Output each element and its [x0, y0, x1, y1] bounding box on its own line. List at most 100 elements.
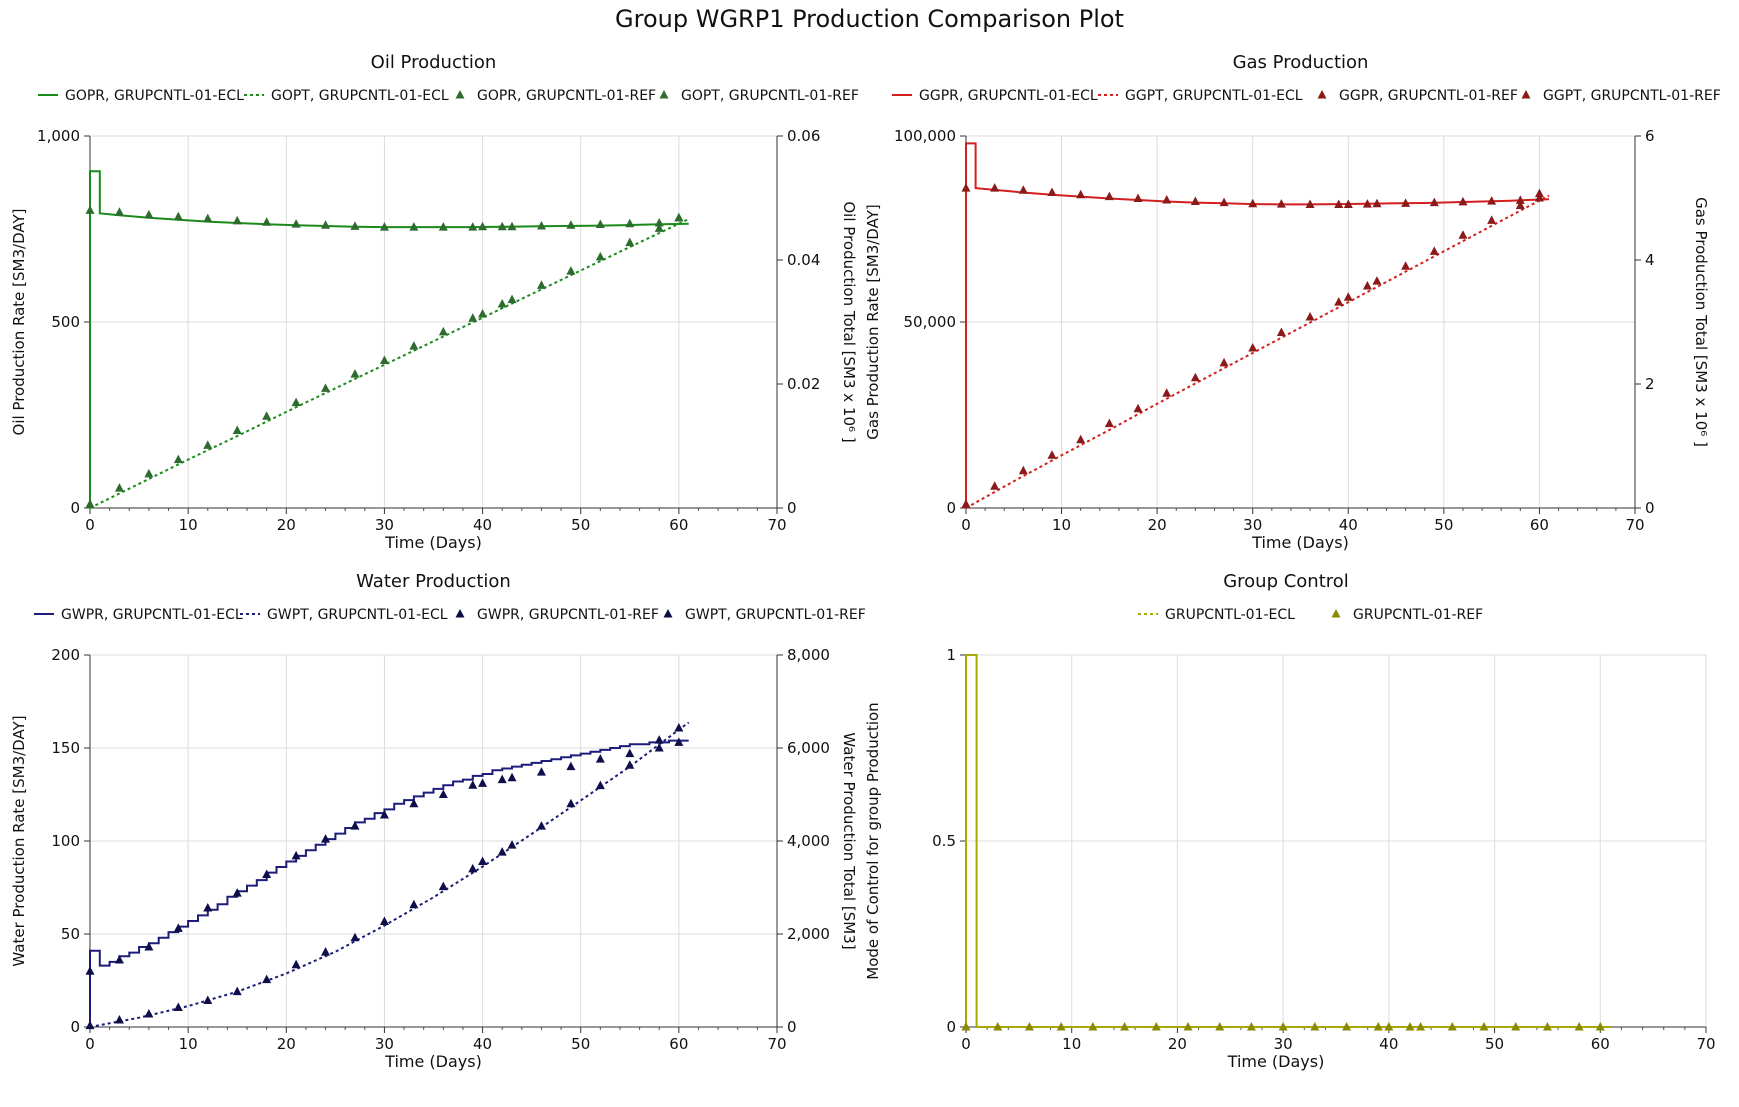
- series-rate-ref-point: [321, 220, 331, 229]
- series-rate-ref-point: [1334, 199, 1344, 208]
- legend-item[interactable]: GOPT, GRUPCNTL-01-REF: [659, 88, 859, 104]
- series-ref-point: [1120, 1022, 1130, 1031]
- x-tick-label: 50: [571, 516, 590, 534]
- y2-tick-label: 0: [1645, 499, 1655, 517]
- series-ref-point: [1278, 1022, 1288, 1031]
- x-tick-label: 60: [669, 516, 688, 534]
- x-axis-label: Time (Days): [1227, 1052, 1325, 1071]
- series-total-ref-point: [438, 326, 448, 336]
- y-tick-label: 0: [70, 1018, 80, 1036]
- x-tick-label: 50: [1485, 1035, 1504, 1053]
- series-ref-point: [1342, 1022, 1352, 1031]
- y2-tick-label: 2,000: [787, 925, 830, 943]
- legend-item[interactable]: GGPR, GRUPCNTL-01-ECL: [892, 88, 1098, 104]
- legend-label: GWPT, GRUPCNTL-01-ECL: [267, 607, 448, 623]
- legend-item[interactable]: GWPT, GRUPCNTL-01-REF: [663, 607, 866, 623]
- legend-item[interactable]: GWPR, GRUPCNTL-01-ECL: [34, 607, 243, 623]
- series-rate-ref-point: [1133, 193, 1143, 202]
- x-tick-label: 60: [1591, 1035, 1610, 1053]
- x-tick-label: 60: [669, 1035, 688, 1053]
- series-rate-ref-point: [409, 222, 419, 231]
- series-ref-point: [1479, 1022, 1489, 1031]
- legend-item[interactable]: GRUPCNTL-01-REF: [1331, 607, 1484, 623]
- series-rate-ref-point: [566, 220, 576, 229]
- series-rate-ref-point: [114, 955, 124, 964]
- series-rate-ref-point: [1305, 199, 1315, 208]
- x-tick-label: 30: [375, 516, 394, 534]
- y2-tick-label: 0: [787, 499, 797, 517]
- series-rate-ref-point: [625, 218, 635, 228]
- y-tick-label: 0: [946, 1018, 956, 1036]
- series-total-ref-point: [350, 369, 360, 378]
- y2-tick-label: 6,000: [787, 739, 830, 757]
- y2-tick-label: 2: [1645, 375, 1655, 393]
- series-total-ref-point: [203, 440, 213, 449]
- y-tick-label: 50: [61, 925, 80, 943]
- y-tick-label: 200: [51, 646, 80, 664]
- series-total-ref-point: [1429, 246, 1439, 255]
- series-total-ref-point: [1018, 465, 1028, 475]
- y-tick-label: 100: [51, 832, 80, 850]
- series-rate-ref-point: [478, 778, 488, 787]
- y-axis-label: Mode of Control for group Production: [864, 702, 882, 979]
- series-total-ref-point: [1248, 343, 1258, 352]
- legend: GGPR, GRUPCNTL-01-ECL GGPT, GRUPCNTL-01-E…: [892, 88, 1721, 104]
- x-tick-label: 0: [961, 1035, 971, 1053]
- x-axis-label: Time (Days): [384, 1052, 482, 1071]
- series-rate-ref-point: [595, 219, 605, 229]
- legend-item[interactable]: GOPT, GRUPCNTL-01-ECL: [244, 88, 449, 104]
- series-total-ref-point: [654, 223, 664, 232]
- series-total-ref-point: [1162, 388, 1172, 397]
- series-ref-point: [1511, 1022, 1521, 1031]
- x-tick-label: 10: [179, 1035, 198, 1053]
- legend-item[interactable]: GGPT, GRUPCNTL-01-REF: [1521, 88, 1721, 104]
- series-rate-ref-point: [1076, 189, 1086, 199]
- y2-axis-label: Gas Production Total [SM3 x 10⁶ ]: [1692, 197, 1710, 447]
- series-ref-point: [1416, 1022, 1426, 1031]
- series-rate-ref-point: [595, 754, 605, 763]
- x-tick-label: 20: [1168, 1035, 1187, 1053]
- y-tick-label: 50,000: [904, 313, 957, 331]
- legend-label: GOPT, GRUPCNTL-01-ECL: [271, 88, 449, 104]
- legend-item[interactable]: GWPR, GRUPCNTL-01-REF: [455, 607, 659, 623]
- series-rate-ref-point: [654, 218, 664, 227]
- series-rate-ref-point: [232, 888, 242, 897]
- x-tick-label: 20: [277, 1035, 296, 1053]
- y-tick-label: 500: [51, 313, 80, 331]
- series-total-ref-point: [1334, 297, 1344, 306]
- legend-item[interactable]: GGPT, GRUPCNTL-01-ECL: [1098, 88, 1303, 104]
- y-tick-label: 1: [946, 646, 956, 664]
- series-total-ref-point: [654, 735, 664, 744]
- series-rate-ref-point: [536, 767, 546, 776]
- legend-item[interactable]: GOPR, GRUPCNTL-01-REF: [455, 88, 657, 104]
- series-total-ref-point: [379, 916, 389, 925]
- series-total-ref-point: [468, 863, 478, 873]
- legend: GRUPCNTL-01-ECL GRUPCNTL-01-REF: [1138, 607, 1483, 623]
- legend-triangle-swatch: [1521, 90, 1531, 99]
- legend-item[interactable]: GWPT, GRUPCNTL-01-ECL: [240, 607, 448, 623]
- series-ref-point: [1024, 1022, 1034, 1031]
- y-tick-label: 1,000: [37, 127, 80, 145]
- legend: GWPR, GRUPCNTL-01-ECL GWPT, GRUPCNTL-01-E…: [34, 607, 866, 623]
- series-ref-point: [1447, 1022, 1457, 1031]
- series-rate-ref-point: [1018, 185, 1028, 194]
- series-total-ref-point: [409, 899, 419, 909]
- series-total-ecl-line: [965, 194, 1550, 509]
- legend-item[interactable]: GRUPCNTL-01-ECL: [1138, 607, 1295, 623]
- series-total-ecl-line: [89, 721, 690, 1028]
- series-total-ref-point: [379, 355, 389, 364]
- legend-label: GGPR, GRUPCNTL-01-ECL: [919, 88, 1098, 104]
- series-total-ref-point: [114, 483, 124, 492]
- legend-item[interactable]: GOPR, GRUPCNTL-01-ECL: [38, 88, 244, 104]
- legend-item[interactable]: GGPR, GRUPCNTL-01-REF: [1317, 88, 1518, 104]
- series-total-ref-point: [1487, 215, 1497, 224]
- series-total-ref-point: [625, 237, 635, 247]
- series-rate-ref-point: [507, 772, 517, 782]
- legend-label: GOPT, GRUPCNTL-01-REF: [681, 88, 859, 104]
- x-tick-label: 60: [1530, 516, 1549, 534]
- series-ref-point: [1215, 1022, 1225, 1031]
- series-total-ref-point: [1104, 418, 1114, 428]
- x-tick-label: 0: [85, 1035, 95, 1053]
- x-tick-label: 50: [571, 1035, 590, 1053]
